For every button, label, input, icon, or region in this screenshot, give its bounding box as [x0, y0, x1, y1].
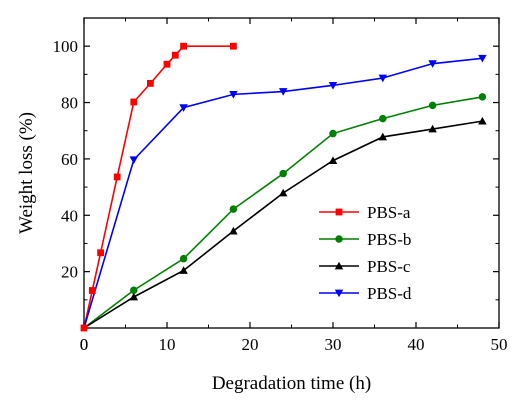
data-point-pbs-b-3 [229, 205, 238, 213]
data-point-pbs-a-7 [171, 51, 179, 59]
x-tick-label-10: 10 [159, 335, 176, 354]
data-point-pbs-d-2 [179, 104, 188, 112]
data-point-pbs-d-3 [229, 90, 238, 99]
data-point-pbs-a-2 [97, 249, 104, 257]
data-point-pbs-a-1 [88, 287, 96, 294]
x-tick-label-30: 30 [325, 335, 342, 354]
data-point-pbs-d-7 [428, 60, 437, 68]
data-point-pbs-a-4 [130, 98, 138, 106]
data-point-pbs-d-5 [328, 81, 338, 90]
series-markers [80, 42, 487, 332]
legend-label-pbs-b: PBS-b [367, 230, 411, 249]
y-axis-title: Weight loss (%) [16, 112, 37, 234]
series-line-pbs-c [83, 120, 483, 329]
y-tick-label-100: 100 [53, 37, 79, 56]
data-point-pbs-c-7 [428, 124, 437, 133]
legend: PBS-a PBS-b PBS-c PBS-d [319, 203, 412, 303]
data-point-pbs-c-4 [278, 188, 288, 197]
legend-marker-pbs-d [334, 289, 344, 298]
data-point-pbs-c-6 [378, 132, 388, 141]
legend-marker-pbs-a [335, 208, 343, 216]
data-point-pbs-b-4 [279, 169, 287, 178]
legend-label-pbs-c: PBS-c [367, 257, 411, 276]
data-point-pbs-c-8 [478, 116, 487, 125]
data-point-pbs-d-6 [378, 74, 388, 83]
y-tick-label-20: 20 [61, 263, 78, 282]
y-tick-label-60: 60 [61, 150, 78, 169]
data-point-pbs-d-1 [129, 156, 139, 165]
data-point-pbs-b-2 [179, 254, 188, 263]
y-tick-label-40: 40 [61, 206, 78, 225]
data-point-pbs-a-9 [230, 42, 237, 50]
data-point-pbs-b-6 [379, 114, 387, 123]
origin-label: 0 [80, 335, 89, 354]
data-point-pbs-c-2 [179, 266, 188, 274]
legend-marker-pbs-b [335, 235, 343, 243]
data-point-pbs-a-5 [147, 79, 154, 87]
x-tick-label-0: 0 [80, 335, 89, 354]
series-line-pbs-b [83, 96, 483, 329]
data-point-pbs-c-5 [328, 156, 338, 164]
legend-marker-pbs-c [334, 261, 344, 270]
data-point-pbs-b-1 [130, 286, 138, 294]
data-point-pbs-b-7 [428, 101, 437, 110]
legend-label-pbs-a: PBS-a [367, 203, 411, 222]
series-line-pbs-a [83, 45, 234, 329]
data-point-pbs-a-6 [163, 60, 171, 68]
data-point-pbs-b-5 [329, 129, 337, 138]
data-point-pbs-c-3 [229, 226, 238, 235]
data-point-pbs-d-4 [278, 88, 288, 96]
data-point-pbs-c-1 [129, 292, 139, 301]
data-point-pbs-d-8 [478, 54, 487, 63]
x-tick-label-20: 20 [242, 335, 259, 354]
legend-label-pbs-d: PBS-d [367, 284, 412, 303]
data-point-pbs-a-8 [180, 42, 187, 50]
data-point-pbs-a-0 [80, 324, 88, 332]
data-point-pbs-a-3 [113, 173, 121, 181]
x-axis-title: Degradation time (h) [212, 373, 371, 394]
data-point-pbs-b-8 [478, 93, 487, 101]
y-tick-label-80: 80 [61, 94, 78, 113]
x-tick-label-40: 40 [408, 335, 425, 354]
x-tick-label-50: 50 [491, 335, 508, 354]
